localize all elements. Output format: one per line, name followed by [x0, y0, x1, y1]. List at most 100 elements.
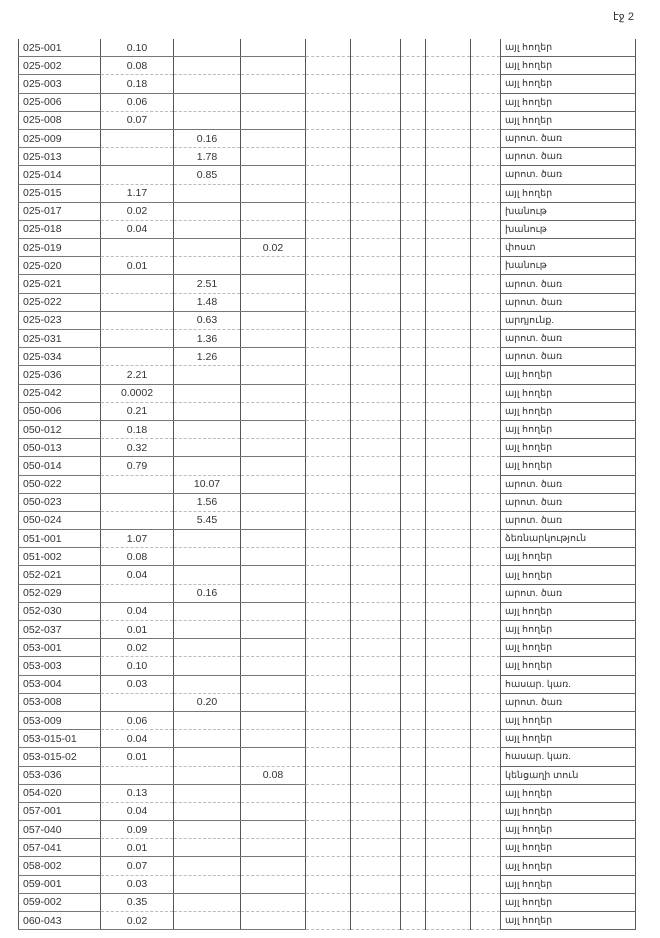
area-col-2	[173, 729, 241, 749]
empty-cell	[470, 911, 501, 931]
empty-cell	[350, 911, 401, 931]
parcel-code: 053-015-02	[18, 747, 101, 767]
area-col-1: 0.18	[100, 74, 174, 94]
area-col-2	[173, 784, 241, 803]
area-col-3	[240, 39, 306, 58]
parcel-code: 050-013	[18, 438, 101, 458]
area-col-3	[240, 911, 306, 931]
land-type: արոտ. ծառ	[500, 347, 636, 367]
empty-cell	[350, 384, 401, 403]
empty-cell	[350, 329, 401, 349]
area-col-1: 0.79	[100, 456, 174, 476]
area-col-1: 0.04	[100, 602, 174, 622]
empty-cell	[350, 802, 401, 822]
parcel-code: 057-040	[18, 820, 101, 840]
empty-cell	[425, 729, 471, 749]
area-col-1: 2.21	[100, 365, 174, 385]
table-row: 050-023 1.56 արոտ. ծառ	[18, 493, 636, 512]
parcel-code: 050-006	[18, 402, 101, 421]
area-col-1: 0.03	[100, 875, 174, 894]
parcel-code: 053-036	[18, 766, 101, 785]
area-col-1	[100, 493, 174, 512]
empty-cell	[350, 456, 401, 476]
empty-cell	[425, 711, 471, 731]
land-type: արոտ. ծառ	[500, 293, 636, 312]
table-row: 052-021 0.04 այլ հողեր	[18, 565, 636, 585]
empty-cell	[350, 274, 401, 294]
empty-cell	[470, 529, 501, 549]
table-row: 050-006 0.21 այլ հողեր	[18, 402, 636, 421]
area-col-2	[173, 893, 241, 913]
area-col-2	[173, 438, 241, 458]
empty-cell	[400, 711, 426, 731]
empty-cell	[350, 111, 401, 130]
table-row: 051-001 1.07 ձեռնարկություն	[18, 529, 636, 549]
empty-cell	[400, 165, 426, 185]
empty-cell	[400, 511, 426, 531]
area-col-2	[173, 39, 241, 58]
area-col-3	[240, 147, 306, 167]
empty-cell	[305, 675, 351, 694]
empty-cell	[470, 620, 501, 640]
empty-cell	[350, 638, 401, 658]
area-col-2	[173, 820, 241, 840]
table-row: 057-041 0.01 այլ հողեր	[18, 838, 636, 858]
area-col-2: 1.26	[173, 347, 241, 367]
area-col-2	[173, 93, 241, 112]
parcel-code: 050-022	[18, 475, 101, 494]
empty-cell	[425, 39, 471, 58]
empty-cell	[425, 111, 471, 130]
area-col-2: 10.07	[173, 475, 241, 494]
empty-cell	[400, 547, 426, 567]
empty-cell	[400, 184, 426, 203]
area-col-3	[240, 256, 306, 276]
empty-cell	[400, 438, 426, 458]
empty-cell	[425, 129, 471, 149]
empty-cell	[425, 56, 471, 76]
land-type: այլ հողեր	[500, 729, 636, 749]
parcel-code: 025-034	[18, 347, 101, 367]
area-col-1: 0.35	[100, 893, 174, 913]
empty-cell	[350, 620, 401, 640]
area-col-2	[173, 238, 241, 258]
area-col-1: 0.0002	[100, 384, 174, 403]
empty-cell	[470, 766, 501, 785]
empty-cell	[470, 511, 501, 531]
area-col-1	[100, 511, 174, 531]
area-col-1: 0.32	[100, 438, 174, 458]
land-type: այլ հողեր	[500, 365, 636, 385]
empty-cell	[350, 675, 401, 694]
table-row: 053-008 0.20 արոտ. ծառ	[18, 693, 636, 712]
area-col-2	[173, 656, 241, 676]
parcel-code: 053-015-01	[18, 729, 101, 749]
area-col-2	[173, 856, 241, 876]
empty-cell	[425, 147, 471, 167]
area-col-1: 0.01	[100, 620, 174, 640]
empty-cell	[350, 238, 401, 258]
empty-cell	[400, 256, 426, 276]
empty-cell	[470, 402, 501, 421]
empty-cell	[400, 638, 426, 658]
area-col-1	[100, 693, 174, 712]
parcel-code: 050-012	[18, 420, 101, 440]
empty-cell	[470, 747, 501, 767]
area-col-3	[240, 56, 306, 76]
area-col-2: 0.63	[173, 311, 241, 331]
land-type: արոտ. ծառ	[500, 693, 636, 712]
empty-cell	[305, 111, 351, 130]
empty-cell	[470, 39, 501, 58]
empty-cell	[350, 220, 401, 240]
empty-cell	[400, 766, 426, 785]
land-type: այլ հողեր	[500, 875, 636, 894]
empty-cell	[305, 638, 351, 658]
area-col-1: 0.01	[100, 747, 174, 767]
empty-cell	[305, 238, 351, 258]
land-type: այլ հողեր	[500, 184, 636, 203]
table-row: 058-002 0.07 այլ հողեր	[18, 856, 636, 876]
parcel-code: 057-041	[18, 838, 101, 858]
area-col-3	[240, 529, 306, 549]
area-col-1	[100, 274, 174, 294]
area-col-3	[240, 693, 306, 712]
area-col-1: 0.04	[100, 220, 174, 240]
empty-cell	[305, 711, 351, 731]
